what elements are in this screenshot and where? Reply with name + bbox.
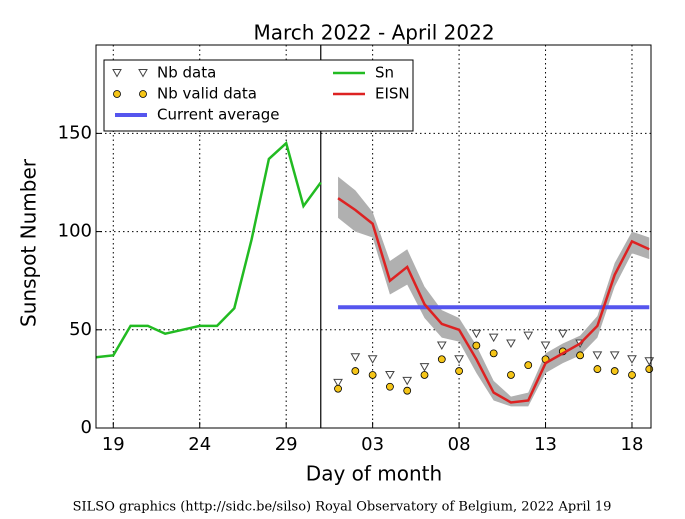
x-axis-label: Day of month	[306, 462, 442, 486]
circle-marker	[593, 365, 602, 373]
triangle-marker	[333, 378, 343, 388]
circle-marker	[403, 386, 412, 395]
footer: SILSO graphics (http://sidc.be/silso) Ro…	[73, 500, 612, 515]
triangle-marker	[471, 329, 482, 339]
circle-marker	[489, 349, 498, 358]
uncertainty-band	[338, 176, 650, 407]
legend-marker	[139, 90, 147, 98]
triangle-marker	[350, 353, 361, 362]
triangle-marker	[557, 329, 568, 339]
triangle-marker	[523, 331, 534, 341]
circle-marker	[334, 384, 342, 393]
legend-marker	[112, 69, 122, 78]
x-tick-label: 18	[621, 434, 644, 455]
circle-marker	[455, 367, 463, 375]
triangle-marker	[367, 355, 378, 364]
triangle-marker	[609, 351, 620, 360]
triangle-marker	[627, 355, 637, 364]
triangle-marker	[506, 339, 516, 349]
y-axis-label: Sunspot Number	[17, 158, 41, 327]
circle-marker	[368, 371, 377, 379]
circle-marker	[351, 367, 360, 375]
chart-title: March 2022 - April 2022	[253, 21, 494, 45]
triangle-marker	[644, 357, 655, 366]
triangle-marker	[540, 341, 551, 351]
y-tick-label: 0	[81, 417, 92, 438]
circle-marker	[610, 367, 619, 375]
legend-label: Sn	[375, 64, 394, 82]
x-tick-label: 13	[534, 434, 557, 455]
y-tick-label: 150	[58, 122, 92, 143]
triangle-marker	[454, 355, 464, 364]
triangle-marker	[385, 370, 395, 380]
x-tick-label: 03	[361, 434, 384, 455]
triangle-marker	[488, 333, 499, 343]
y-tick-label: 50	[69, 319, 92, 340]
circle-marker	[386, 382, 394, 391]
circle-marker	[472, 341, 481, 350]
circle-marker	[420, 371, 429, 379]
series-line	[337, 197, 650, 404]
legend-label: EISN	[375, 85, 410, 103]
triangle-marker	[592, 351, 603, 360]
legend-marker	[113, 90, 121, 98]
y-tick-label: 100	[58, 221, 92, 242]
circle-marker	[645, 365, 654, 373]
triangle-marker	[419, 363, 430, 372]
circle-marker	[437, 355, 446, 364]
legend-label: Nb data	[157, 64, 216, 82]
legend-marker	[138, 69, 148, 78]
plot-frame	[95, 44, 652, 429]
x-tick-label: 19	[102, 434, 125, 455]
x-tick-label: 29	[275, 434, 298, 455]
triangle-marker	[402, 376, 413, 386]
legend-label: Nb valid data	[157, 85, 257, 103]
circle-marker	[576, 351, 585, 360]
circle-marker	[524, 361, 533, 370]
series-line	[95, 140, 322, 359]
circle-marker	[628, 371, 636, 379]
x-tick-label: 08	[448, 434, 471, 455]
x-tick-label: 24	[188, 434, 211, 455]
circle-marker	[507, 371, 515, 379]
triangle-marker	[436, 341, 447, 351]
legend-label: Current average	[157, 106, 280, 124]
